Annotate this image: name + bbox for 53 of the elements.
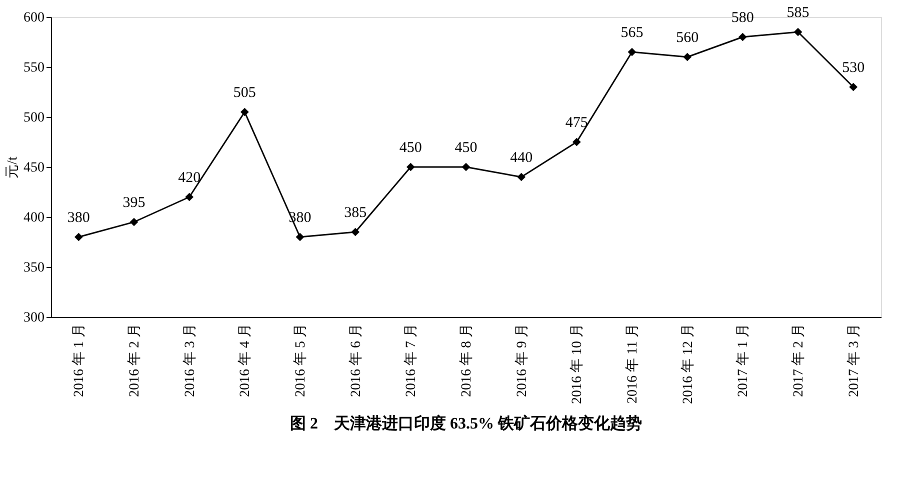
point [849,82,858,92]
data-label: 385 [344,205,367,221]
point [462,162,470,172]
x-tick-label: 2016 年 4 月 [237,324,254,397]
x-tick-label: 2016 年 10 月 [569,324,586,404]
y-tick-label: 450 [24,160,44,176]
point [628,48,636,56]
point [351,228,360,236]
data-label: 420 [178,170,201,186]
data-label: 580 [731,10,754,26]
data-label: 585 [786,5,810,21]
x-tick-label: 2016 年 5 月 [292,324,308,397]
text: 图 2 天津港进口印度 63.5% 铁矿石价格变化趋势 [290,414,642,432]
data-label: 450 [454,140,478,156]
x-tick-label: 2017 年 2 月 [790,324,806,397]
x-tick-label: 2016 年 6 月 [348,324,364,397]
point [406,162,415,172]
x-tick-label: 2016 年 3 月 [182,324,198,397]
data-label: 475 [565,115,588,131]
data-label: 380 [67,210,90,226]
y-tick-label: 300 [24,310,44,326]
x-tick-label: 2016 年 7 月 [403,324,420,397]
x-tick-label: 2016 年 12 月 [680,324,696,404]
x-tick-label: 2016 年 1 月 [71,324,88,397]
data-label: 440 [510,150,533,166]
point [240,108,249,116]
point [738,32,747,42]
x-tick-label: 2016 年 8 月 [458,324,474,397]
point [296,232,304,242]
data-label: 395 [122,195,146,211]
y-axis-title: 元/t [6,156,20,178]
data-label: 565 [620,25,644,41]
point [794,28,802,36]
point [74,232,83,242]
y-tick-label: 600 [24,10,44,26]
data-label: 505 [233,85,256,101]
x-tick-label: 2017 年 3 月 [846,324,862,397]
data-label: 530 [842,60,865,76]
y-tick-label: 400 [24,210,44,226]
data-label: 450 [399,140,422,156]
point [572,138,581,146]
x-tick-label: 2017 年 1 月 [735,324,752,397]
point [185,192,194,202]
x-tick-label: 2016 年 11 月 [624,324,640,404]
data-label: 560 [676,30,699,46]
point [130,218,138,226]
point [517,172,526,182]
x-tick-label: 2016 年 2 月 [126,324,142,397]
x-tick-label: 2016 年 9 月 [514,324,530,397]
point [683,52,692,62]
y-tick-label: 550 [24,60,44,76]
y-tick-label: 500 [24,110,44,126]
y-tick-label: 350 [24,260,44,276]
